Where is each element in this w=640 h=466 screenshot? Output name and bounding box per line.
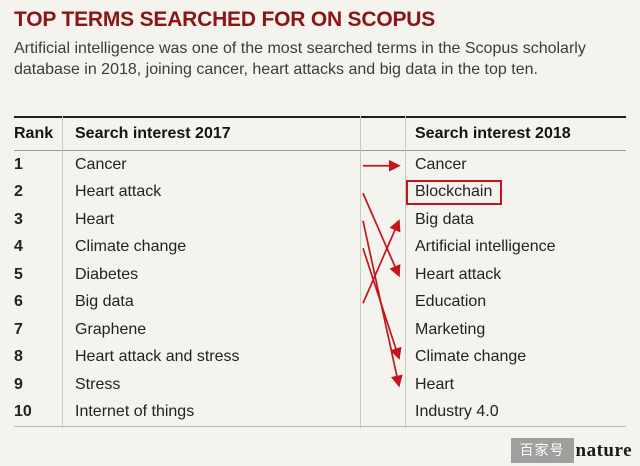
term-2018-text: Heart attack bbox=[415, 265, 502, 283]
term-2018-cell: Marketing bbox=[405, 320, 626, 340]
nature-logo: nature bbox=[575, 439, 632, 461]
column-divider-2017 bbox=[360, 116, 361, 428]
rank-cell: 7 bbox=[14, 320, 23, 338]
column-divider-rank bbox=[62, 116, 63, 428]
rank-cell: 8 bbox=[14, 348, 23, 366]
header-search-interest-2018: Search interest 2018 bbox=[415, 125, 571, 142]
term-2017-cell: Heart bbox=[75, 210, 115, 228]
trend-arrow bbox=[362, 192, 401, 278]
rank-cell: 1 bbox=[14, 155, 23, 173]
trend-arrow bbox=[362, 247, 402, 360]
table-top-rule bbox=[14, 116, 626, 118]
rank-cell: 5 bbox=[14, 265, 23, 283]
rank-cell: 9 bbox=[14, 375, 23, 393]
term-2018-text: Cancer bbox=[415, 155, 467, 173]
term-2018-cell: Heart bbox=[405, 375, 626, 395]
table-row: 5 Diabetes Heart attack bbox=[14, 261, 626, 289]
term-2018-text: Artificial intelligence bbox=[415, 238, 556, 256]
term-2017-cell: Climate change bbox=[75, 238, 187, 256]
table-header: Rank Search interest 2017 Search interes… bbox=[14, 118, 626, 151]
term-2018-text: Big data bbox=[415, 210, 474, 228]
table-row: 1 Cancer Cancer bbox=[14, 151, 626, 179]
term-2017-cell: Stress bbox=[75, 375, 121, 393]
rank-cell: 3 bbox=[14, 210, 23, 228]
table-row: 3 Heart Big data bbox=[14, 206, 626, 234]
trend-arrows-svg bbox=[362, 159, 403, 388]
term-2018-text: Blockchain bbox=[406, 179, 503, 205]
term-2018-cell: Climate change bbox=[405, 347, 626, 367]
page-title: TOP TERMS SEARCHED FOR ON SCOPUS bbox=[14, 8, 436, 31]
term-2018-cell: Heart attack bbox=[405, 265, 626, 285]
term-2017-cell: Cancer bbox=[75, 155, 127, 173]
trend-arrow bbox=[362, 219, 401, 304]
term-2017-cell: Graphene bbox=[75, 320, 147, 338]
header-search-interest-2017: Search interest 2017 bbox=[75, 125, 231, 142]
table-row: 6 Big data Education bbox=[14, 289, 626, 317]
term-2018-text: Industry 4.0 bbox=[415, 403, 499, 421]
term-2017-cell: Diabetes bbox=[75, 265, 139, 283]
term-2018-cell: Blockchain bbox=[405, 179, 626, 205]
watermark-badge: 百家号 bbox=[510, 438, 574, 463]
table-rows: 1 Cancer Cancer 2 Heart attack Blockchai… bbox=[14, 151, 626, 427]
page-subtitle: Artificial intelligence was one of the m… bbox=[14, 40, 586, 78]
term-2018-text: Heart bbox=[415, 375, 455, 393]
rank-cell: 10 bbox=[14, 403, 32, 421]
term-2018-text: Marketing bbox=[415, 320, 486, 338]
term-2018-text: Climate change bbox=[415, 348, 527, 366]
rank-cell: 6 bbox=[14, 293, 23, 311]
term-2018-cell: Big data bbox=[405, 210, 626, 230]
table-row: 2 Heart attack Blockchain bbox=[14, 179, 626, 207]
column-divider-2018 bbox=[405, 116, 406, 428]
terms-table: Rank Search interest 2017 Search interes… bbox=[14, 116, 626, 428]
table-row: 8 Heart attack and stress Climate change bbox=[14, 344, 626, 372]
table-row: 9 Stress Heart bbox=[14, 371, 626, 399]
term-2018-cell: Industry 4.0 bbox=[405, 402, 626, 422]
term-2017-cell: Heart attack bbox=[75, 183, 162, 201]
rank-cell: 2 bbox=[14, 183, 23, 201]
table-row: 4 Climate change Artificial intelligence bbox=[14, 234, 626, 262]
table-row: 7 Graphene Marketing bbox=[14, 316, 626, 344]
term-2018-cell: Education bbox=[405, 292, 626, 312]
term-2017-cell: Heart attack and stress bbox=[75, 348, 240, 366]
rank-cell: 4 bbox=[14, 238, 23, 256]
table-row: 10 Internet of things Industry 4.0 bbox=[14, 399, 626, 427]
term-2018-cell: Cancer bbox=[405, 155, 626, 175]
term-2018-text: Education bbox=[415, 293, 487, 311]
watermark: 百家号 nature bbox=[510, 438, 632, 463]
header-rank: Rank bbox=[14, 125, 54, 142]
term-2018-cell: Artificial intelligence bbox=[405, 237, 626, 257]
term-2017-cell: Internet of things bbox=[75, 403, 195, 421]
term-2017-cell: Big data bbox=[75, 293, 134, 311]
